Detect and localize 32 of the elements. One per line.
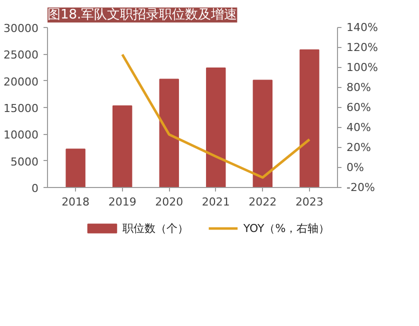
x-tick-label: 2022	[248, 196, 277, 208]
y-tick-label: 25000	[4, 48, 39, 62]
legend-label: YOY（%，右轴）	[242, 222, 330, 235]
y-tick-label: 20000	[4, 75, 39, 88]
x-tick-label: 2019	[108, 196, 136, 208]
x-tick-label: 2020	[155, 196, 184, 208]
chart-title: 图18.军队文职招录职位数及增速	[48, 8, 238, 22]
y2-tick-label: -20%	[346, 181, 375, 194]
bar	[252, 80, 273, 188]
y-tick-label: 30000	[4, 22, 39, 35]
bar	[159, 78, 179, 188]
x-tick-label: 2021	[202, 196, 230, 208]
y2-tick-label: 60%	[346, 101, 371, 114]
y-tick-label: 15000	[4, 102, 39, 115]
y2-tick-label: 0%	[346, 161, 364, 174]
y2-tick-label: 40%	[346, 121, 371, 134]
y2-tick-label: 100%	[346, 61, 378, 74]
y-tick-label: 5000	[10, 155, 39, 168]
y2-tick-label: 80%	[346, 81, 371, 94]
bar	[112, 105, 132, 188]
y-tick-label: 10000	[4, 128, 39, 142]
bar	[66, 148, 86, 188]
bar	[300, 49, 320, 188]
x-tick-label: 2023	[295, 196, 324, 208]
legend-label: 职位数（个）	[122, 222, 188, 235]
y2-tick-label: 120%	[346, 41, 378, 54]
line-series	[121, 53, 311, 179]
y2-tick-label: 20%	[346, 141, 371, 154]
bar	[206, 68, 226, 188]
x-tick-label: 2018	[62, 196, 90, 208]
y-tick-label: 0	[32, 182, 38, 195]
y2-tick-label: 140%	[346, 21, 378, 34]
